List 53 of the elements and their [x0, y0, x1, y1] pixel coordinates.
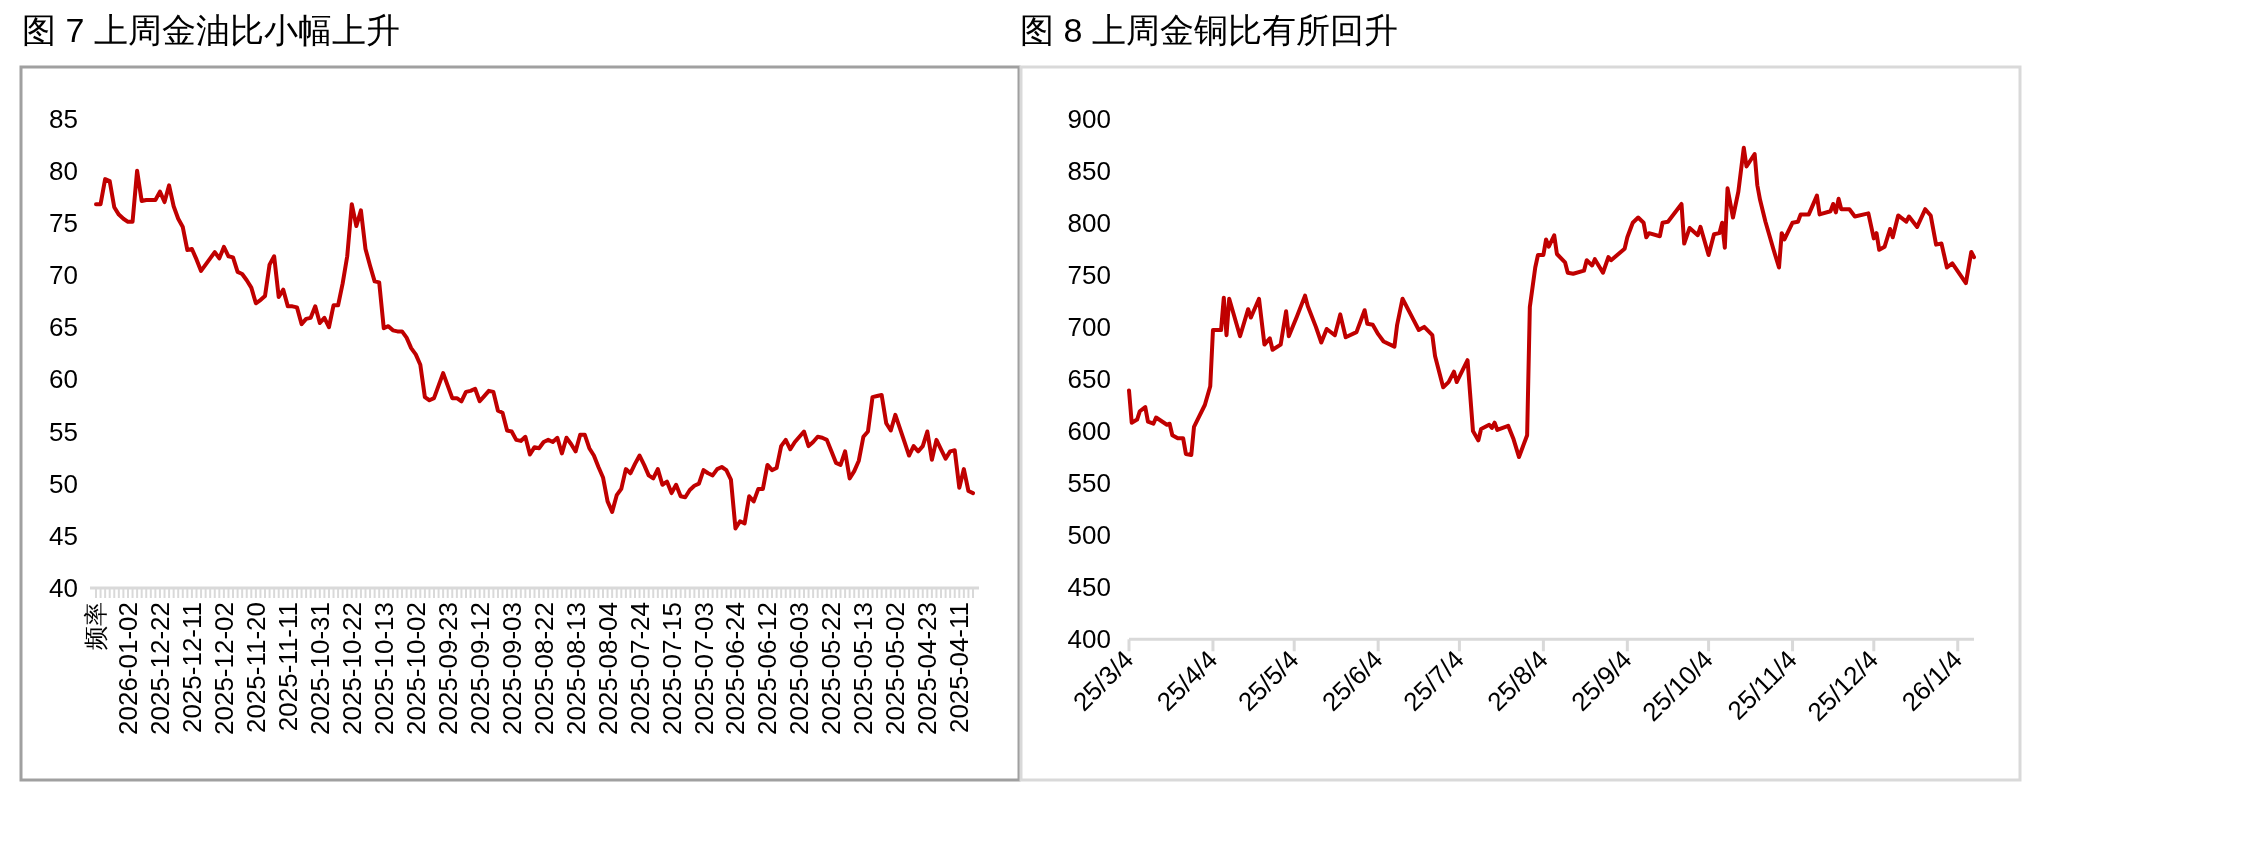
y-tick-label: 65 — [49, 312, 78, 343]
x-tick-label: 2025-11-11 — [272, 602, 303, 732]
y-tick-label: 850 — [1067, 155, 1111, 186]
line-series — [1127, 145, 1976, 460]
x-tick-label: 2025-07-03 — [688, 602, 719, 735]
x-tick-label: 2025-05-02 — [880, 602, 911, 735]
y-tick-label: 75 — [49, 207, 78, 238]
y-tick-label: 500 — [1067, 520, 1111, 551]
y-tick-label: 700 — [1067, 311, 1111, 342]
y-tick-label: 800 — [1067, 207, 1111, 238]
x-tick-label: 2025-12-02 — [208, 602, 239, 735]
x-tick-label: 2025-10-22 — [336, 602, 367, 735]
x-tick-label: 2025-04-11 — [944, 602, 975, 734]
x-tick-label: 2026-01-02 — [112, 602, 143, 735]
x-tick-label: 2025-09-23 — [432, 602, 463, 735]
x-tick-label: 2025-05-13 — [848, 602, 879, 735]
chart-title: 图 8 上周金铜比有所回升 — [1020, 11, 1398, 49]
x-tick-label: 2025-06-24 — [720, 602, 751, 735]
x-tick-label: 2025-09-12 — [464, 602, 495, 735]
y-tick-label: 600 — [1067, 416, 1111, 447]
x-tick-label: 2025-08-04 — [592, 602, 623, 735]
y-tick-label: 85 — [49, 103, 78, 134]
chart-title: 图 7 上周金油比小幅上升 — [22, 11, 400, 49]
x-tick-label: 2025-08-13 — [560, 602, 591, 735]
x-tick-label: 2025-12-11 — [176, 602, 207, 734]
x-tick-label: 2025-09-03 — [496, 602, 527, 735]
x-tick-label: 2025-08-22 — [528, 602, 559, 735]
y-tick-label: 60 — [49, 364, 78, 395]
y-tick-label: 80 — [49, 155, 78, 186]
y-tick-label: 45 — [49, 520, 78, 551]
x-tick-label: 2025-07-15 — [656, 602, 687, 735]
y-tick-label: 450 — [1067, 572, 1111, 603]
y-tick-label: 400 — [1067, 624, 1111, 655]
x-tick-label: 2025-12-22 — [144, 602, 175, 735]
x-tick-label: 2025-05-22 — [816, 602, 847, 735]
x-tick-label: 2025-11-20 — [240, 602, 271, 734]
x-tick-label: 2025-04-23 — [912, 602, 943, 735]
x-tick-label: 2025-07-24 — [624, 602, 655, 735]
x-tick-label: 2025-10-31 — [304, 602, 335, 735]
y-tick-label: 550 — [1067, 468, 1111, 499]
line-series — [94, 168, 975, 531]
x-tick-label: 2025-06-03 — [784, 602, 815, 735]
y-tick-label: 70 — [49, 260, 78, 291]
y-tick-label: 50 — [49, 468, 78, 499]
text: 频率 — [82, 602, 109, 650]
x-tick-label: 2025-10-02 — [400, 602, 431, 735]
y-tick-label: 650 — [1067, 363, 1111, 394]
x-tick-label: 2025-10-13 — [368, 602, 399, 735]
x-tick-label: 2025-06-12 — [752, 602, 783, 735]
y-tick-label: 900 — [1067, 103, 1111, 134]
y-tick-label: 55 — [49, 416, 78, 447]
y-tick-label: 40 — [49, 573, 78, 603]
y-tick-label: 750 — [1067, 259, 1111, 290]
